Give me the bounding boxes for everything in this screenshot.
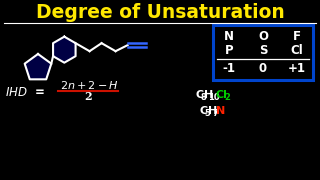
Text: C: C	[196, 90, 204, 100]
Text: +1: +1	[288, 62, 306, 75]
Text: -1: -1	[222, 62, 236, 75]
Polygon shape	[53, 37, 76, 63]
Text: S: S	[259, 44, 267, 57]
Text: N: N	[224, 30, 234, 44]
Text: H: H	[208, 106, 217, 116]
Text: Degree of Unsaturation: Degree of Unsaturation	[36, 3, 284, 21]
Text: H: H	[204, 90, 213, 100]
Text: $\mathit{IHD}$  =: $\mathit{IHD}$ =	[5, 86, 45, 98]
Text: C: C	[200, 106, 208, 116]
Text: F: F	[293, 30, 301, 44]
FancyBboxPatch shape	[213, 25, 313, 80]
Text: 0: 0	[259, 62, 267, 75]
Text: N: N	[216, 106, 225, 116]
Text: Cl: Cl	[215, 90, 228, 100]
Polygon shape	[25, 54, 51, 79]
Text: Cl: Cl	[291, 44, 303, 57]
Text: 2: 2	[84, 91, 92, 102]
Text: $2n+2-H$: $2n+2-H$	[60, 79, 119, 91]
Text: 2: 2	[225, 93, 230, 102]
Text: 10: 10	[209, 93, 220, 102]
Text: O: O	[258, 30, 268, 44]
Text: 5: 5	[204, 109, 210, 118]
Text: 7: 7	[212, 109, 218, 118]
Text: P: P	[225, 44, 233, 57]
Text: 8: 8	[201, 93, 206, 102]
